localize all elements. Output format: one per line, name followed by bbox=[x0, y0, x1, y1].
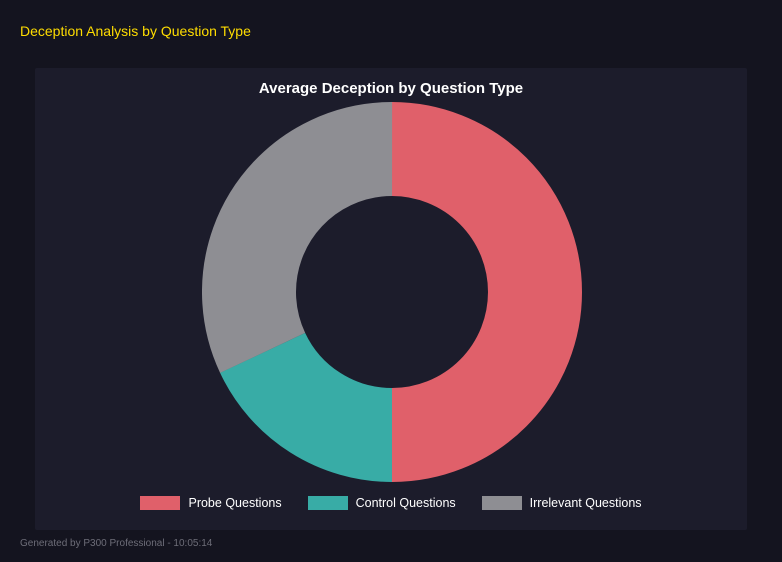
legend-swatch-1 bbox=[140, 496, 181, 510]
donut-chart-area bbox=[201, 102, 582, 482]
footer-text: Generated by P300 Professional - 10:05:1… bbox=[20, 538, 213, 549]
chart-legend: Probe Questions Control Questions Irreleva… bbox=[35, 496, 747, 510]
legend-item-2[interactable]: Control Questions bbox=[307, 496, 456, 510]
legend-label-2: Control Questions bbox=[355, 496, 456, 510]
chart-title: Average Deception by Question Type bbox=[258, 80, 524, 97]
legend-swatch-2 bbox=[307, 496, 348, 510]
legend-label-3: Irrelevant Questions bbox=[529, 496, 642, 510]
donut-segment-2[interactable] bbox=[202, 102, 582, 482]
chart-panel: Average Deception by Question Type Probe… bbox=[35, 68, 747, 530]
legend-label-1: Probe Questions bbox=[188, 496, 282, 510]
legend-swatch-3 bbox=[481, 496, 522, 510]
donut-chart[interactable] bbox=[201, 102, 582, 482]
page-title: Deception Analysis by Question Type bbox=[20, 23, 251, 39]
legend-item-3[interactable]: Irrelevant Questions bbox=[481, 496, 642, 510]
legend-item-1[interactable]: Probe Questions bbox=[140, 496, 282, 510]
